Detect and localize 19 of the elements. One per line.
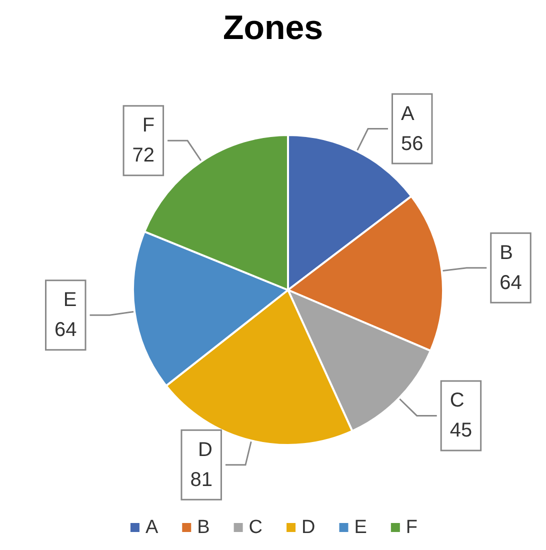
legend-label: D <box>302 517 316 538</box>
slice-label: D <box>198 438 212 461</box>
data-label: 72 <box>132 144 155 167</box>
slice-label: B <box>500 242 513 264</box>
data-label: 45 <box>450 420 472 442</box>
legend-label: A <box>145 517 158 538</box>
chart-title: Zones <box>222 9 324 47</box>
slice-label: F <box>142 114 155 137</box>
slice-label: A <box>401 102 415 125</box>
legend-label: E <box>354 517 367 538</box>
data-label: 56 <box>401 132 424 155</box>
legend-label: B <box>197 517 210 538</box>
data-label: 64 <box>500 272 522 294</box>
slice-label: E <box>63 289 77 312</box>
data-label: 64 <box>54 319 77 342</box>
legend-label: C <box>248 517 263 538</box>
slice-label: C <box>450 390 464 412</box>
data-label: 81 <box>190 468 212 491</box>
legend-label: F <box>406 517 418 538</box>
